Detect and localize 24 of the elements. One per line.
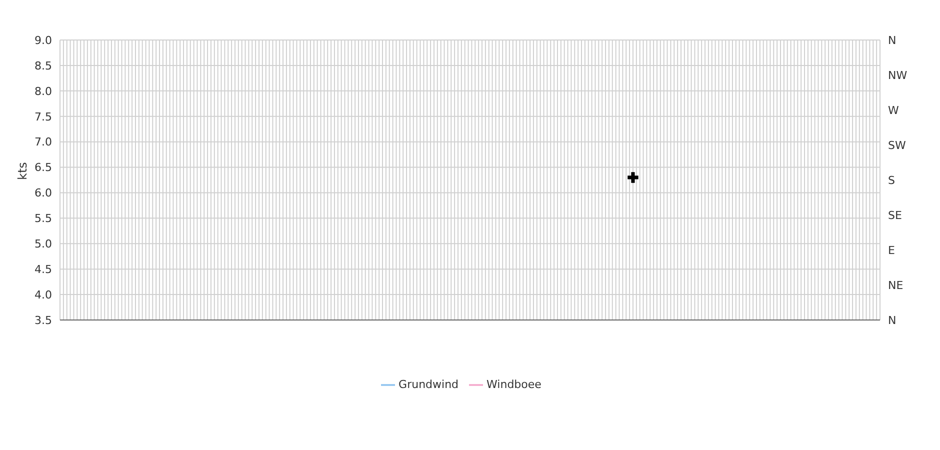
y-tick-label: 6.5 bbox=[34, 161, 52, 174]
category-label: SE bbox=[888, 208, 902, 222]
category-label: N bbox=[888, 34, 896, 47]
category-label: E bbox=[888, 244, 895, 257]
y-tick-label: 5.5 bbox=[34, 212, 52, 226]
y-tick-label: 8.5 bbox=[34, 59, 52, 72]
y-tick-label: 3.5 bbox=[34, 314, 52, 327]
y-tick-label: 7.5 bbox=[34, 110, 52, 124]
y-tick-label: 7.0 bbox=[34, 136, 52, 149]
y-tick-label: 4.5 bbox=[34, 262, 52, 276]
y-tick-label: 9.0 bbox=[34, 34, 52, 47]
y-tick-label: 6.0 bbox=[34, 186, 52, 200]
category-label: SW bbox=[888, 138, 906, 152]
y-tick-label: 4.0 bbox=[34, 288, 52, 302]
category-label: N bbox=[888, 314, 896, 327]
legend-label: Windboee bbox=[486, 378, 542, 392]
category-label: NW bbox=[888, 68, 908, 82]
category-label: NE bbox=[888, 278, 904, 292]
legend-label: Grundwind bbox=[398, 378, 459, 392]
y-tick-label: 8.0 bbox=[34, 84, 52, 98]
category-label: S bbox=[888, 174, 895, 187]
category-label: W bbox=[888, 104, 899, 117]
y-axis-title: kts bbox=[15, 162, 30, 180]
y-tick-label: 5.0 bbox=[34, 238, 52, 251]
